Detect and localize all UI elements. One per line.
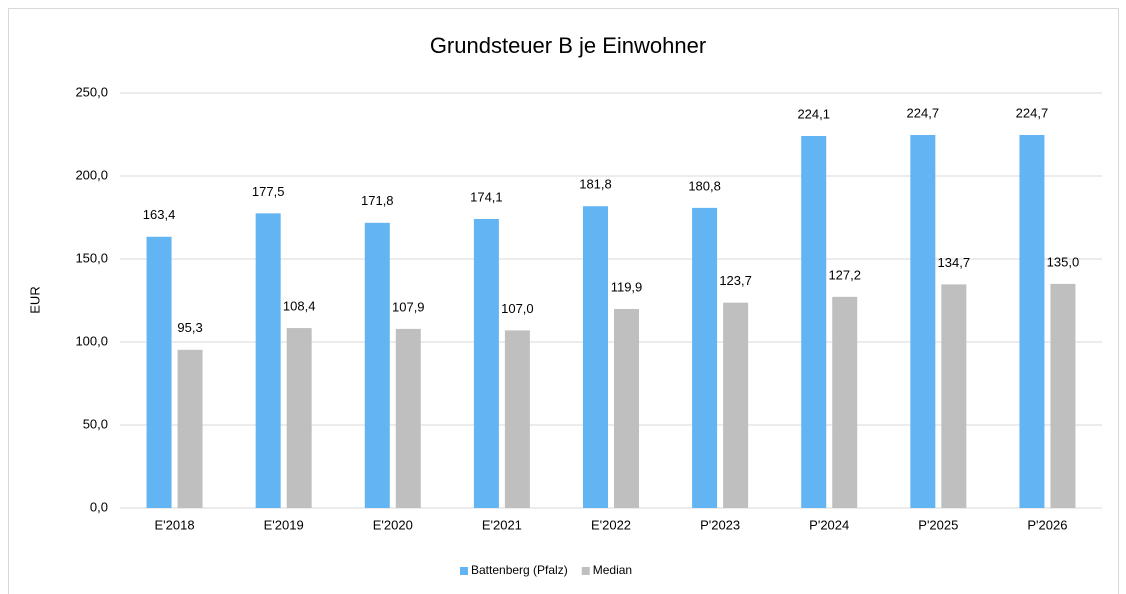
data-label: 108,4 xyxy=(283,298,316,313)
data-label: 180,8 xyxy=(688,178,721,193)
data-label: 174,1 xyxy=(470,189,503,204)
data-label: 123,7 xyxy=(719,273,752,288)
bar xyxy=(1050,283,1076,508)
data-label: 163,4 xyxy=(143,207,176,222)
data-label: 134,7 xyxy=(938,255,971,270)
bar xyxy=(583,206,608,508)
y-tick-label: 50,0 xyxy=(83,416,108,431)
bar xyxy=(364,222,390,508)
data-label: 135,0 xyxy=(1047,254,1080,269)
data-label: 171,8 xyxy=(361,193,394,208)
bar xyxy=(286,328,312,508)
bar xyxy=(395,328,421,508)
x-tick-label: E'2019 xyxy=(264,517,304,532)
y-tick-label: 250,0 xyxy=(75,84,108,99)
bar xyxy=(801,135,827,508)
legend-swatch xyxy=(581,567,590,575)
legend-swatch xyxy=(460,567,468,575)
data-label: 177,5 xyxy=(252,184,285,199)
x-tick-label: E'2021 xyxy=(482,517,522,532)
bar xyxy=(255,213,281,508)
legend-label: Battenberg (Pfalz) xyxy=(471,563,568,577)
data-label: 107,9 xyxy=(392,299,425,314)
y-axis-label: EUR xyxy=(27,286,42,313)
bar xyxy=(941,284,967,508)
data-label: 95,3 xyxy=(177,320,202,335)
x-tick-label: E'2018 xyxy=(155,517,195,532)
y-tick-label: 200,0 xyxy=(75,167,108,182)
legend-label: Median xyxy=(593,563,632,577)
data-label: 119,9 xyxy=(611,279,643,294)
data-label: 224,7 xyxy=(907,105,940,120)
x-tick-label: P'2026 xyxy=(1027,517,1067,532)
data-label: 127,2 xyxy=(828,267,861,282)
data-label: 107,0 xyxy=(501,301,534,316)
bar xyxy=(177,349,203,508)
bar xyxy=(504,330,530,508)
bar xyxy=(146,236,172,509)
x-tick-label: P'2023 xyxy=(700,517,740,532)
data-label: 224,7 xyxy=(1016,105,1049,120)
bar xyxy=(1019,134,1045,509)
bar xyxy=(614,308,639,508)
x-tick-label: E'2022 xyxy=(591,517,631,532)
bar xyxy=(910,134,936,509)
data-label: 224,1 xyxy=(797,106,830,121)
y-tick-label: 100,0 xyxy=(75,333,108,348)
bar xyxy=(723,302,749,508)
x-tick-label: E'2020 xyxy=(373,517,413,532)
chart-title: Grundsteuer B je Einwohner xyxy=(430,33,706,58)
x-tick-label: P'2024 xyxy=(809,517,849,532)
data-label: 181,8 xyxy=(579,177,612,192)
x-tick-label: P'2025 xyxy=(918,517,958,532)
y-tick-label: 0,0 xyxy=(90,499,108,514)
bar xyxy=(832,296,858,508)
bar xyxy=(473,218,499,508)
bar xyxy=(692,207,718,508)
y-tick-label: 150,0 xyxy=(75,250,108,265)
